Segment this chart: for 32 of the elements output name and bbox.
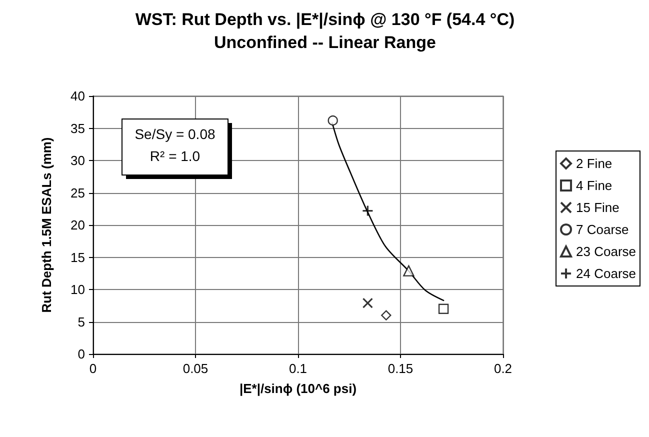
x-axis-title: |E*|/sinϕ (10^6 psi) — [239, 381, 357, 396]
point — [438, 304, 449, 314]
x-tick-label: 0.1 — [288, 361, 308, 376]
y-tick-label: 35 — [70, 120, 85, 136]
legend-label: 4 Fine — [576, 178, 612, 193]
annotation: Se/Sy = 0.08 — [134, 126, 216, 142]
legend-label: 2 Fine — [576, 156, 612, 171]
y-tick-label: 30 — [70, 153, 85, 168]
legend-label: 15 Fine — [576, 200, 620, 215]
y-axis-title: Rut Depth 1.5M ESALs (mm) — [39, 137, 54, 313]
x-tick-label: 0 — [89, 361, 97, 376]
chart-title: WST: Rut Depth vs. |E*|/sinϕ @ 130 °F (54.4 °C) — [135, 10, 515, 29]
point — [328, 115, 338, 126]
x-tick-label: 0.15 — [388, 361, 414, 376]
y-tick-label: 40 — [70, 88, 85, 104]
legend-label: 7 Coarse — [576, 222, 629, 237]
chart-subtitle: Unconfined -- Linear Range — [214, 33, 436, 52]
annotation: R² = 1.0 — [150, 148, 200, 164]
y-tick-label: 25 — [70, 185, 85, 200]
legend-label: 24 Coarse — [576, 266, 636, 281]
point — [381, 310, 392, 320]
point — [362, 298, 373, 308]
x-tick-label: 0.05 — [182, 361, 208, 376]
point — [403, 265, 414, 276]
y-tick-label: 15 — [70, 250, 85, 265]
y-tick-label: 10 — [70, 282, 85, 297]
x-tick-label: 0.2 — [494, 361, 512, 376]
legend-label: 23 Coarse — [576, 244, 636, 259]
y-tick-label: 0 — [78, 346, 85, 362]
y-tick-label: 20 — [70, 218, 85, 232]
point — [362, 205, 374, 217]
y-tick-label: 5 — [78, 314, 85, 330]
